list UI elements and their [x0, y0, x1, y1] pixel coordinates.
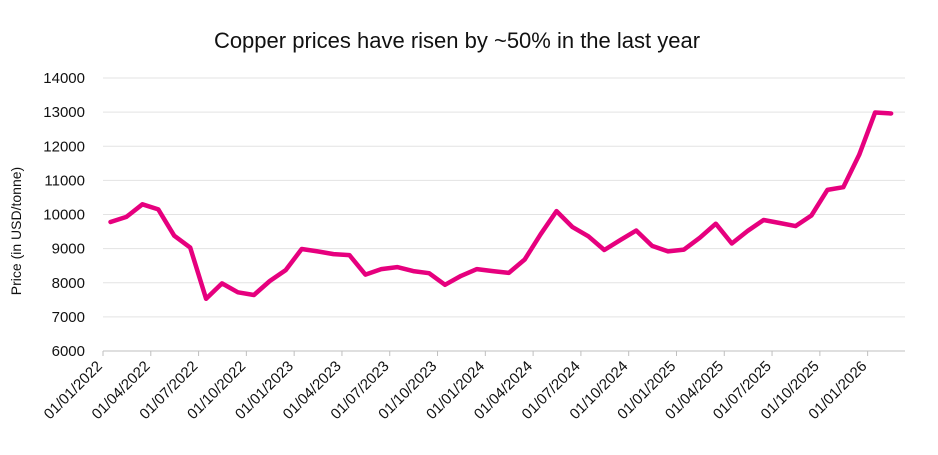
y-tick-label: 13000: [43, 104, 85, 121]
x-axis: [102, 350, 905, 356]
y-tick-label: 14000: [43, 70, 85, 87]
y-tick-label: 10000: [43, 207, 85, 224]
y-tick-label: 9000: [52, 241, 85, 258]
y-tick-label: 12000: [43, 138, 85, 155]
y-axis-label: Price (in USD/tonne): [8, 167, 24, 295]
y-tick-label: 7000: [52, 309, 85, 326]
chart-title: Copper prices have risen by ~50% in the …: [214, 28, 700, 53]
y-tick-labels: 6000 7000 8000 9000 10000 11000 12000 13000 1400…: [43, 70, 85, 360]
y-tick-label: 6000: [52, 343, 85, 360]
y-tick-label: 8000: [52, 275, 85, 292]
series-group: [108, 110, 894, 302]
price-series-line: [108, 110, 894, 302]
x-tick-labels: 01/01/202201/04/202201/07/202201/10/2022…: [41, 358, 871, 423]
gridlines: [103, 77, 905, 318]
y-tick-label: 11000: [44, 172, 85, 189]
